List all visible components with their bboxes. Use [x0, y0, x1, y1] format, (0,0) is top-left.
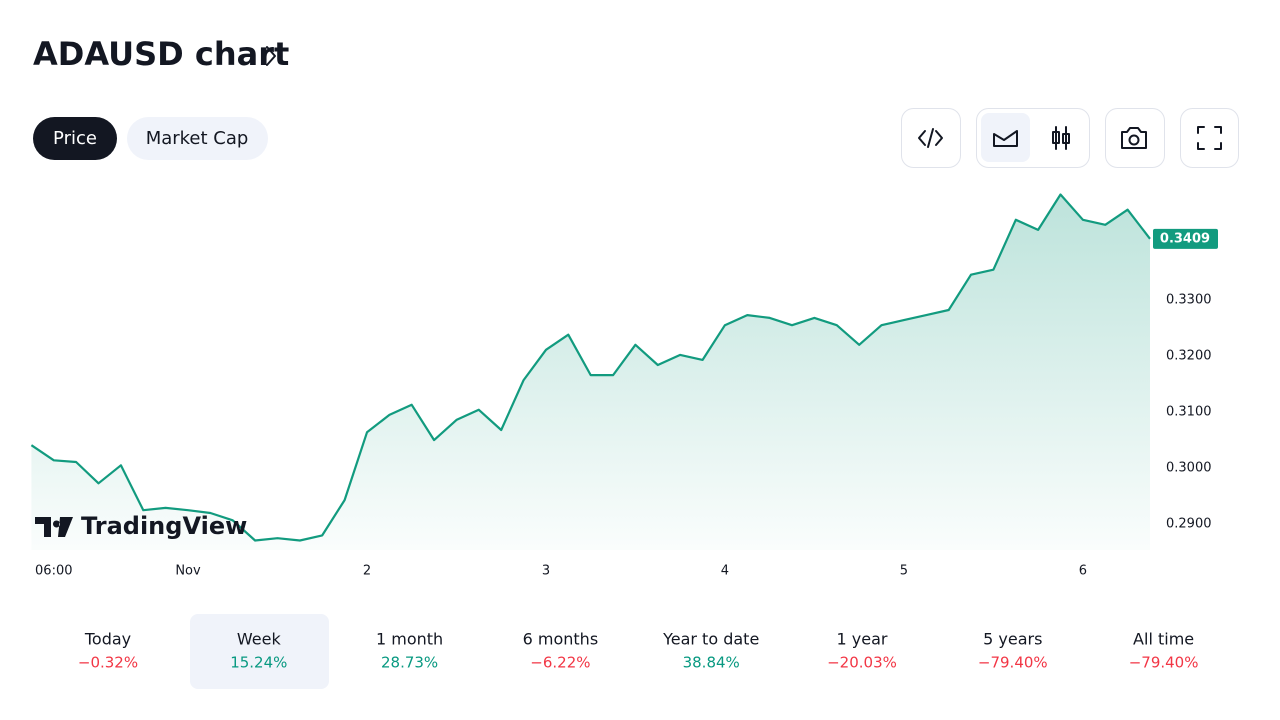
y-tick-label: 0.3100: [1166, 405, 1212, 420]
y-tick-label: 0.3300: [1166, 292, 1212, 307]
tab-price[interactable]: [33, 117, 117, 160]
candle-body: [1052, 131, 1060, 144]
title: ADAUSD chart: [33, 35, 289, 73]
period-label[interactable]: 1 month: [376, 630, 443, 649]
watermark-logo: [35, 517, 73, 537]
x-tick-label: 3: [542, 564, 550, 579]
period-change[interactable]: −6.22%: [530, 654, 590, 672]
period-change[interactable]: −20.03%: [827, 654, 897, 672]
tab-market-cap[interactable]: [127, 117, 268, 160]
x-tick-label: 4: [721, 564, 729, 579]
x-tick-label: 6: [1079, 564, 1087, 579]
last-price-label: 0.3409: [1160, 231, 1210, 246]
tab-label[interactable]: Market Cap: [146, 128, 249, 149]
x-tick-label: 06:00: [35, 564, 72, 579]
period-label[interactable]: Today: [84, 630, 131, 649]
area-fill: [31, 194, 1150, 550]
area-icon: [993, 130, 1018, 147]
period-change[interactable]: 28.73%: [381, 654, 438, 672]
y-tick-label: 0.2900: [1166, 517, 1212, 532]
x-tick-label: 2: [363, 564, 371, 579]
period-change[interactable]: −79.40%: [1129, 654, 1199, 672]
watermark-text: TradingView: [81, 512, 247, 540]
y-tick-label: 0.3200: [1166, 349, 1212, 364]
period-change[interactable]: 15.24%: [230, 654, 287, 672]
candle-wicks: [1055, 126, 1067, 150]
camera-lens: [1128, 134, 1140, 146]
period-change[interactable]: 38.84%: [683, 654, 740, 672]
camera-icon: [1121, 127, 1147, 149]
candle-body: [1062, 133, 1070, 144]
embed-icon: [918, 128, 943, 148]
performance-row: Today −0.32% Week 15.24% 1 month 28.73% 6 mont…: [78, 630, 1199, 672]
fullscreen-button[interactable]: [1180, 108, 1239, 168]
period-label[interactable]: 5 years: [983, 630, 1042, 649]
last-price-box: [1153, 228, 1218, 249]
tab-label[interactable]: Price: [53, 128, 97, 149]
fullscreen-icon: [1197, 126, 1222, 150]
snapshot-button[interactable]: [1105, 108, 1165, 168]
period-label[interactable]: Week: [237, 630, 282, 649]
plot: 0.2900 0.3000 0.3100 0.3200 0.3300 06:00 Nov 2 3…: [30, 193, 1218, 579]
period-label[interactable]: Year to date: [662, 630, 759, 649]
y-tick-label: 0.3000: [1166, 461, 1212, 476]
selected-period-bg: [190, 614, 329, 689]
title-chevron[interactable]: [266, 46, 276, 66]
watermark: TradingView: [35, 512, 247, 540]
candle-style-button[interactable]: [1035, 113, 1084, 162]
period-label[interactable]: 1 year: [837, 630, 888, 649]
area-style-button[interactable]: [981, 113, 1030, 162]
period-label[interactable]: All time: [1133, 630, 1194, 649]
period-change[interactable]: −0.32%: [78, 654, 138, 672]
price-line: [30, 193, 1151, 542]
period-change[interactable]: −79.40%: [978, 654, 1048, 672]
period-label[interactable]: 6 months: [523, 630, 599, 649]
x-tick-label: Nov: [175, 564, 201, 579]
x-tick-label: 5: [900, 564, 908, 579]
